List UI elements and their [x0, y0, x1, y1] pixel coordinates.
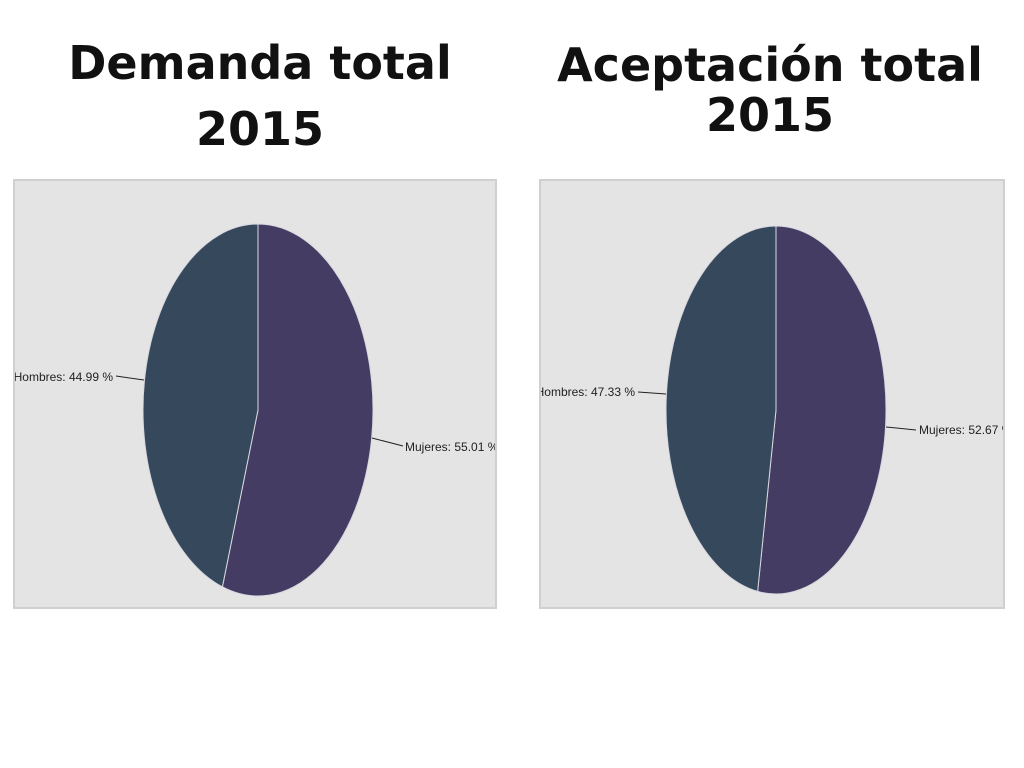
slice-label-hombres: Hombres: 44.99 %: [15, 370, 113, 384]
pie-slice-hombres: [665, 225, 777, 593]
pie-slice-hombres: [142, 223, 259, 588]
title-line-1: Demanda total: [68, 36, 452, 90]
leader-line-hombres: [115, 375, 145, 381]
title-line-1: Aceptación total: [557, 38, 983, 92]
pie-svg-aceptacion: Mujeres: 52.67 % Hombres: 47.33 %: [541, 225, 1003, 595]
leader-line-mujeres: [885, 426, 917, 431]
title-line-2: 2015: [195, 102, 325, 156]
chart-title-aceptacion: Aceptación total 2015: [520, 42, 1020, 138]
pie-slice-mujeres: [221, 223, 374, 597]
leader-line-hombres: [637, 391, 667, 395]
pie-chart-aceptacion: Mujeres: 52.67 % Hombres: 47.33 %: [539, 179, 1005, 609]
title-line-2: 2015: [705, 88, 835, 142]
pie-slice-mujeres: [757, 225, 887, 595]
slice-label-mujeres: Mujeres: 52.67 %: [919, 423, 1003, 437]
slice-label-hombres: Hombres: 47.33 %: [541, 385, 635, 399]
pie-chart-demanda: Mujeres: 55.01 % Hombres: 44.99 %: [13, 179, 497, 609]
pie-svg-demanda: Mujeres: 55.01 % Hombres: 44.99 %: [15, 223, 495, 597]
slice-label-mujeres: Mujeres: 55.01 %: [405, 440, 495, 454]
leader-line-mujeres: [371, 437, 404, 447]
chart-title-demanda: Demanda total 2015: [50, 40, 470, 152]
